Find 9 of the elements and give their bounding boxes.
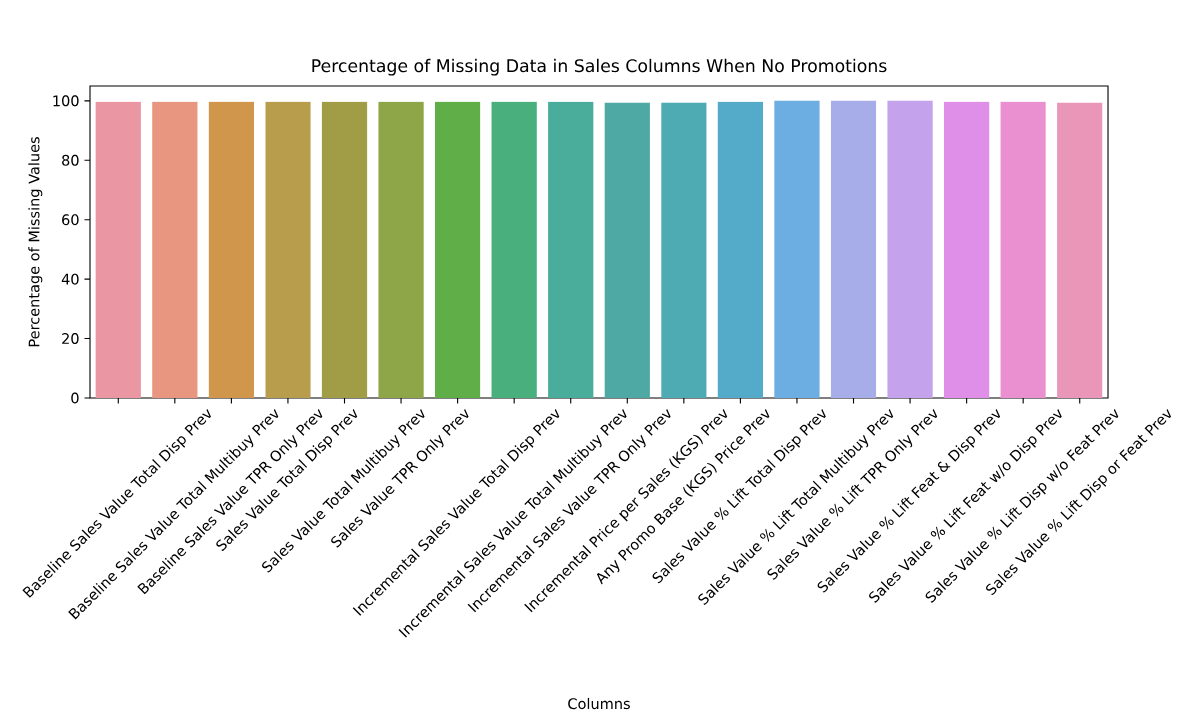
y-tick-label: 20 [62,333,79,345]
chart-title: Percentage of Missing Data in Sales Columns When No Promotions [312,58,887,76]
y-tick-label: 40 [61,273,79,285]
y-tick-label: 80 [62,154,79,166]
y-tick-label: 60 [62,214,79,226]
y-tick-label: 0 [71,392,79,404]
y-tick-label: 100 [53,95,79,107]
x-axis-title: Columns [568,697,630,710]
y-axis-title: Percentage of Missing Values [28,137,43,347]
